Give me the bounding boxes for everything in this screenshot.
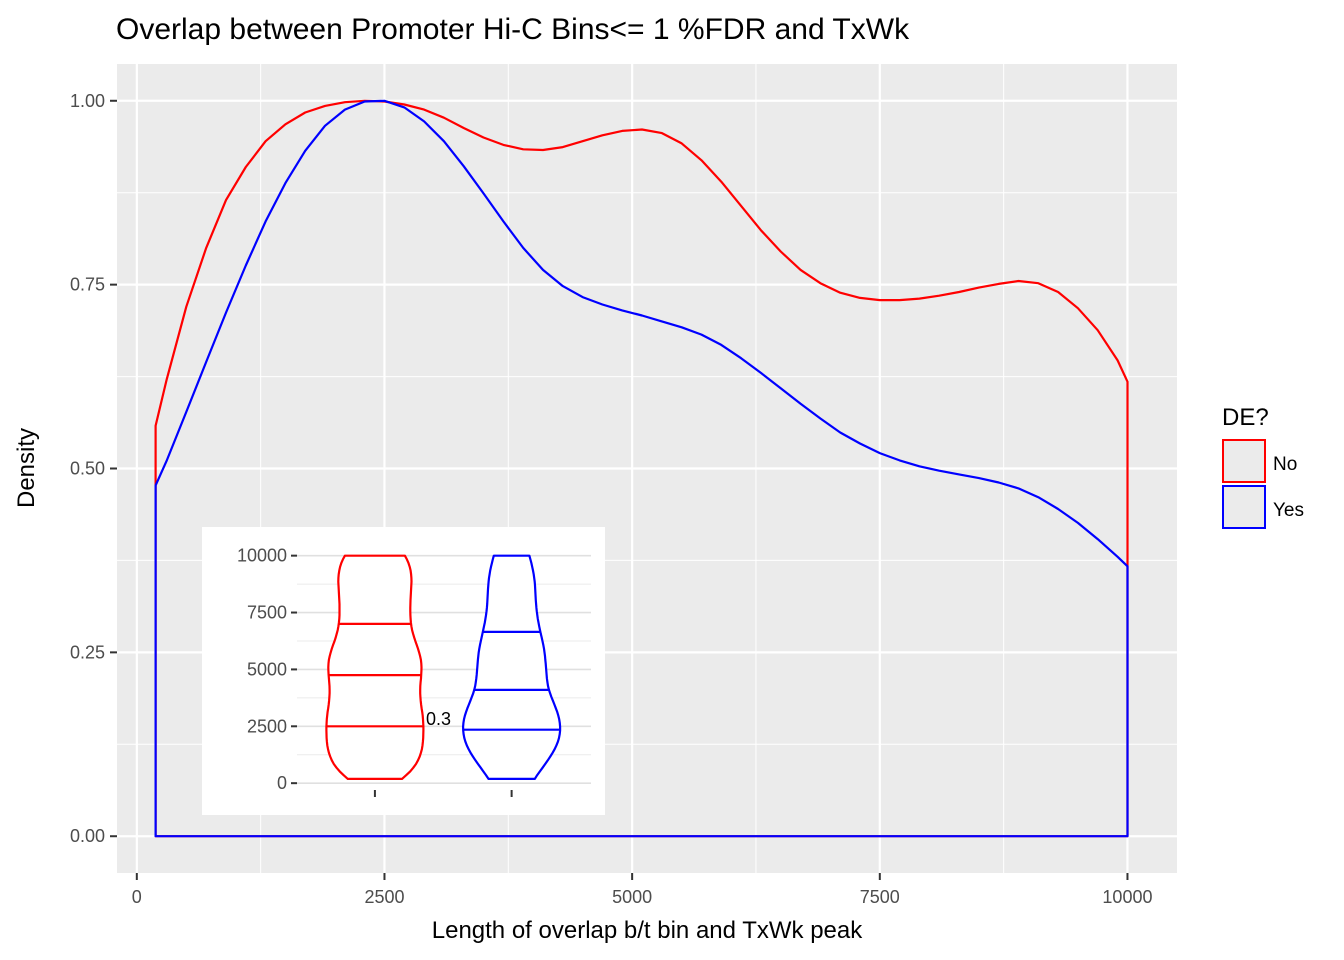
x-axis-title: Length of overlap b/t bin and TxWk peak [432,917,863,944]
legend-item-no: No [1222,439,1297,483]
legend-title: DE? [1222,404,1269,431]
density-line-yes [154,99,1129,838]
x-tick-label: 7500 [860,887,900,907]
y-tick-label: 0.75 [70,275,105,295]
y-axis-title: Density [13,428,40,508]
density-series [154,99,1129,838]
inset-y-tick-label: 10000 [237,546,287,566]
y-tick-label: 0.50 [70,459,105,479]
legend-key-yes [1222,485,1266,529]
y-tick-label: 0.25 [70,642,105,662]
chart-title: Overlap between Promoter Hi-C Bins<= 1 %… [116,13,910,46]
inset-y-tick-label: 2500 [247,716,287,736]
legend-label-no: No [1273,454,1297,475]
inset-y-tick-label: 0 [277,773,287,793]
y-tick-label: 0.00 [70,826,105,846]
legend-key-no [1222,439,1266,483]
legend: DE? No Yes [1222,404,1304,529]
x-tick-label: 10000 [1102,887,1152,907]
x-tick-label: 0 [132,887,142,907]
axes: 0 2500 5000 7500 10000 0.00 0.25 0.50 0.75 1.00 [70,91,1153,907]
inset-annotation: 0.3 [426,709,451,729]
legend-item-yes: Yes [1222,485,1304,529]
violin-no [325,554,425,780]
inset-axes: 0 2500 5000 7500 10000 [237,546,513,797]
x-tick-label: 5000 [612,887,652,907]
inset-violin-plot: 0 2500 5000 7500 10000 0.3 [202,527,605,815]
legend-label-yes: Yes [1273,500,1304,521]
inset-y-tick-label: 7500 [247,603,287,623]
inset-violins [325,554,562,780]
violin-yes [462,554,562,780]
y-tick-label: 1.00 [70,91,105,111]
x-tick-label: 2500 [364,887,404,907]
density-line-no [154,99,1129,838]
inset-y-tick-label: 5000 [247,659,287,679]
